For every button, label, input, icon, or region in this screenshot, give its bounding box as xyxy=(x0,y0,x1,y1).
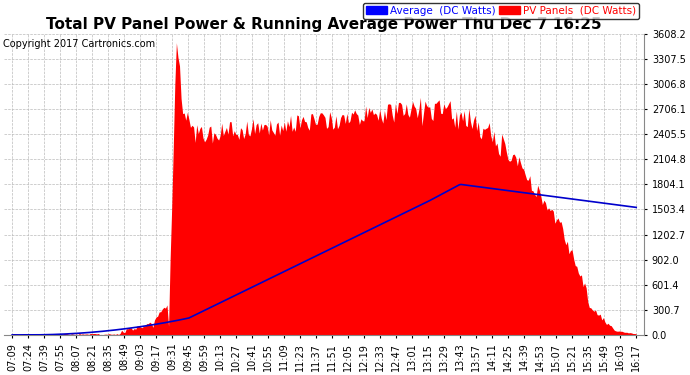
Legend: Average  (DC Watts), PV Panels  (DC Watts): Average (DC Watts), PV Panels (DC Watts) xyxy=(363,3,639,19)
Title: Total PV Panel Power & Running Average Power Thu Dec 7 16:25: Total PV Panel Power & Running Average P… xyxy=(46,18,602,33)
Text: Copyright 2017 Cartronics.com: Copyright 2017 Cartronics.com xyxy=(3,39,155,50)
